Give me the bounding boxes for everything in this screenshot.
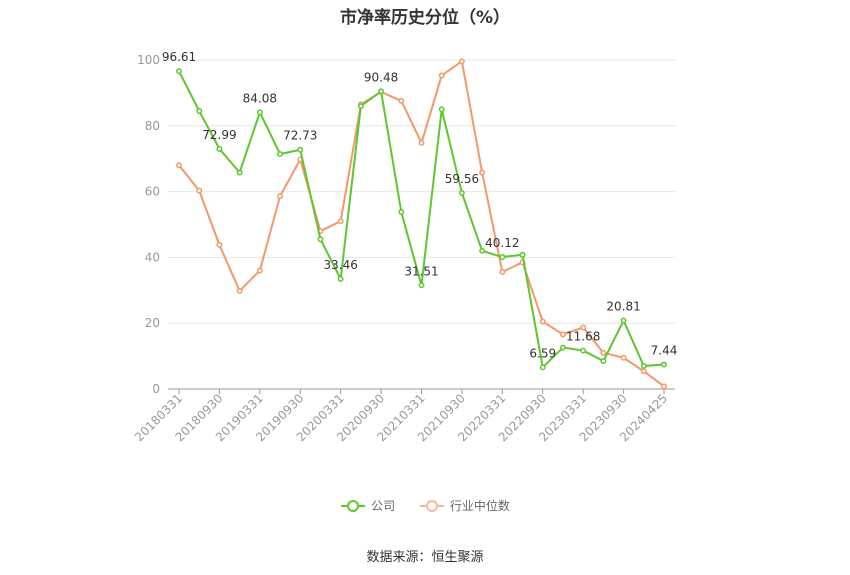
company-data-point [438,106,445,113]
y-tick-label: 40 [145,250,160,264]
industry-median-data-point [337,218,344,225]
company-data-point [398,209,405,215]
chart-title: 市净率历史分位（%） [339,8,511,28]
legend: 公司 行业中位数 [0,497,850,516]
industry-median-data-point [479,169,486,176]
industry-median-data-point [277,193,283,200]
y-tick-label: 20 [145,316,160,330]
legend-label-industry-median: 行业中位数 [449,499,510,513]
company-data-point [176,68,182,75]
legend-line-marker-icon [419,499,444,512]
company-data-label: 7.44 [651,344,678,358]
industry-median-data-point [539,318,546,325]
company-data-label: 90.48 [364,70,398,84]
company-data-point [277,151,283,158]
company-data-point [458,190,465,196]
industry-median-data-point [600,349,607,356]
company-data-point [297,146,304,153]
data-labels: 96.61 72.99 84.08 72.73 33.46 90.48 31.51 59.56… [162,50,678,360]
industry-median-data-point [216,241,223,248]
company-data-label: 72.73 [283,129,317,143]
company-data-label: 40.12 [485,236,519,250]
company-data-label: 59.56 [445,172,479,186]
company-data-label: 72.99 [202,128,236,142]
industry-median-data-point [580,324,587,331]
industry-median-data-point [256,267,263,274]
legend-item-company[interactable]: 公司 [340,497,395,514]
company-data-point [357,103,364,110]
company-data-point [196,108,203,114]
company-data-point [600,358,607,364]
industry-median-data-point [418,139,425,146]
grid-lines [168,59,675,324]
industry-median-data-point [499,268,506,275]
company-data-label: 96.61 [162,50,196,64]
company-data-label: 31.51 [404,264,438,278]
legend-line-marker-icon [341,499,366,512]
company-data-point [499,254,506,260]
industry-median-data-point [620,354,627,361]
company-data-point [256,109,263,116]
company-data-point [560,344,566,351]
y-tick-label: 60 [145,185,160,199]
company-data-point [317,236,324,243]
company-data-label: 11.68 [566,330,600,344]
company-data-point [519,251,526,258]
company-data-label: 20.81 [606,300,640,314]
company-data-point [640,363,647,369]
industry-median-data-point [438,72,445,79]
industry-median-data-point [236,288,243,294]
company-data-point [216,145,223,152]
company-data-point [479,247,486,254]
company-data-point [418,282,425,289]
company-data-point [661,361,667,368]
y-tick-label: 100 [137,53,160,67]
company-data-point [337,275,344,282]
industry-median-data-point [176,162,182,169]
industry-median-data-point [458,58,465,65]
axes: 0204060801002018033120180930201903312019… [132,53,675,444]
series-lines [176,58,667,390]
industry-median-data-point [398,97,405,104]
data-source: 数据来源：恒生聚源 [366,550,484,565]
industry-median-data-point [640,368,647,375]
legend-item-industry-median[interactable]: 行业中位数 [419,497,510,514]
company-data-point [378,88,385,95]
industry-median-data-point [560,331,566,338]
company-data-point [620,317,627,324]
company-data-point [580,347,587,354]
company-data-label: 33.46 [323,258,357,272]
company-data-label: 6.59 [529,346,556,360]
company-data-label: 84.08 [243,91,277,105]
industry-median-data-point [196,187,203,194]
y-tick-label: 80 [145,119,160,133]
company-data-point [236,169,243,176]
y-tick-label: 0 [152,382,160,396]
industry-median-data-point [661,383,667,390]
company-data-point [539,364,546,371]
legend-label-company: 公司 [371,499,396,513]
